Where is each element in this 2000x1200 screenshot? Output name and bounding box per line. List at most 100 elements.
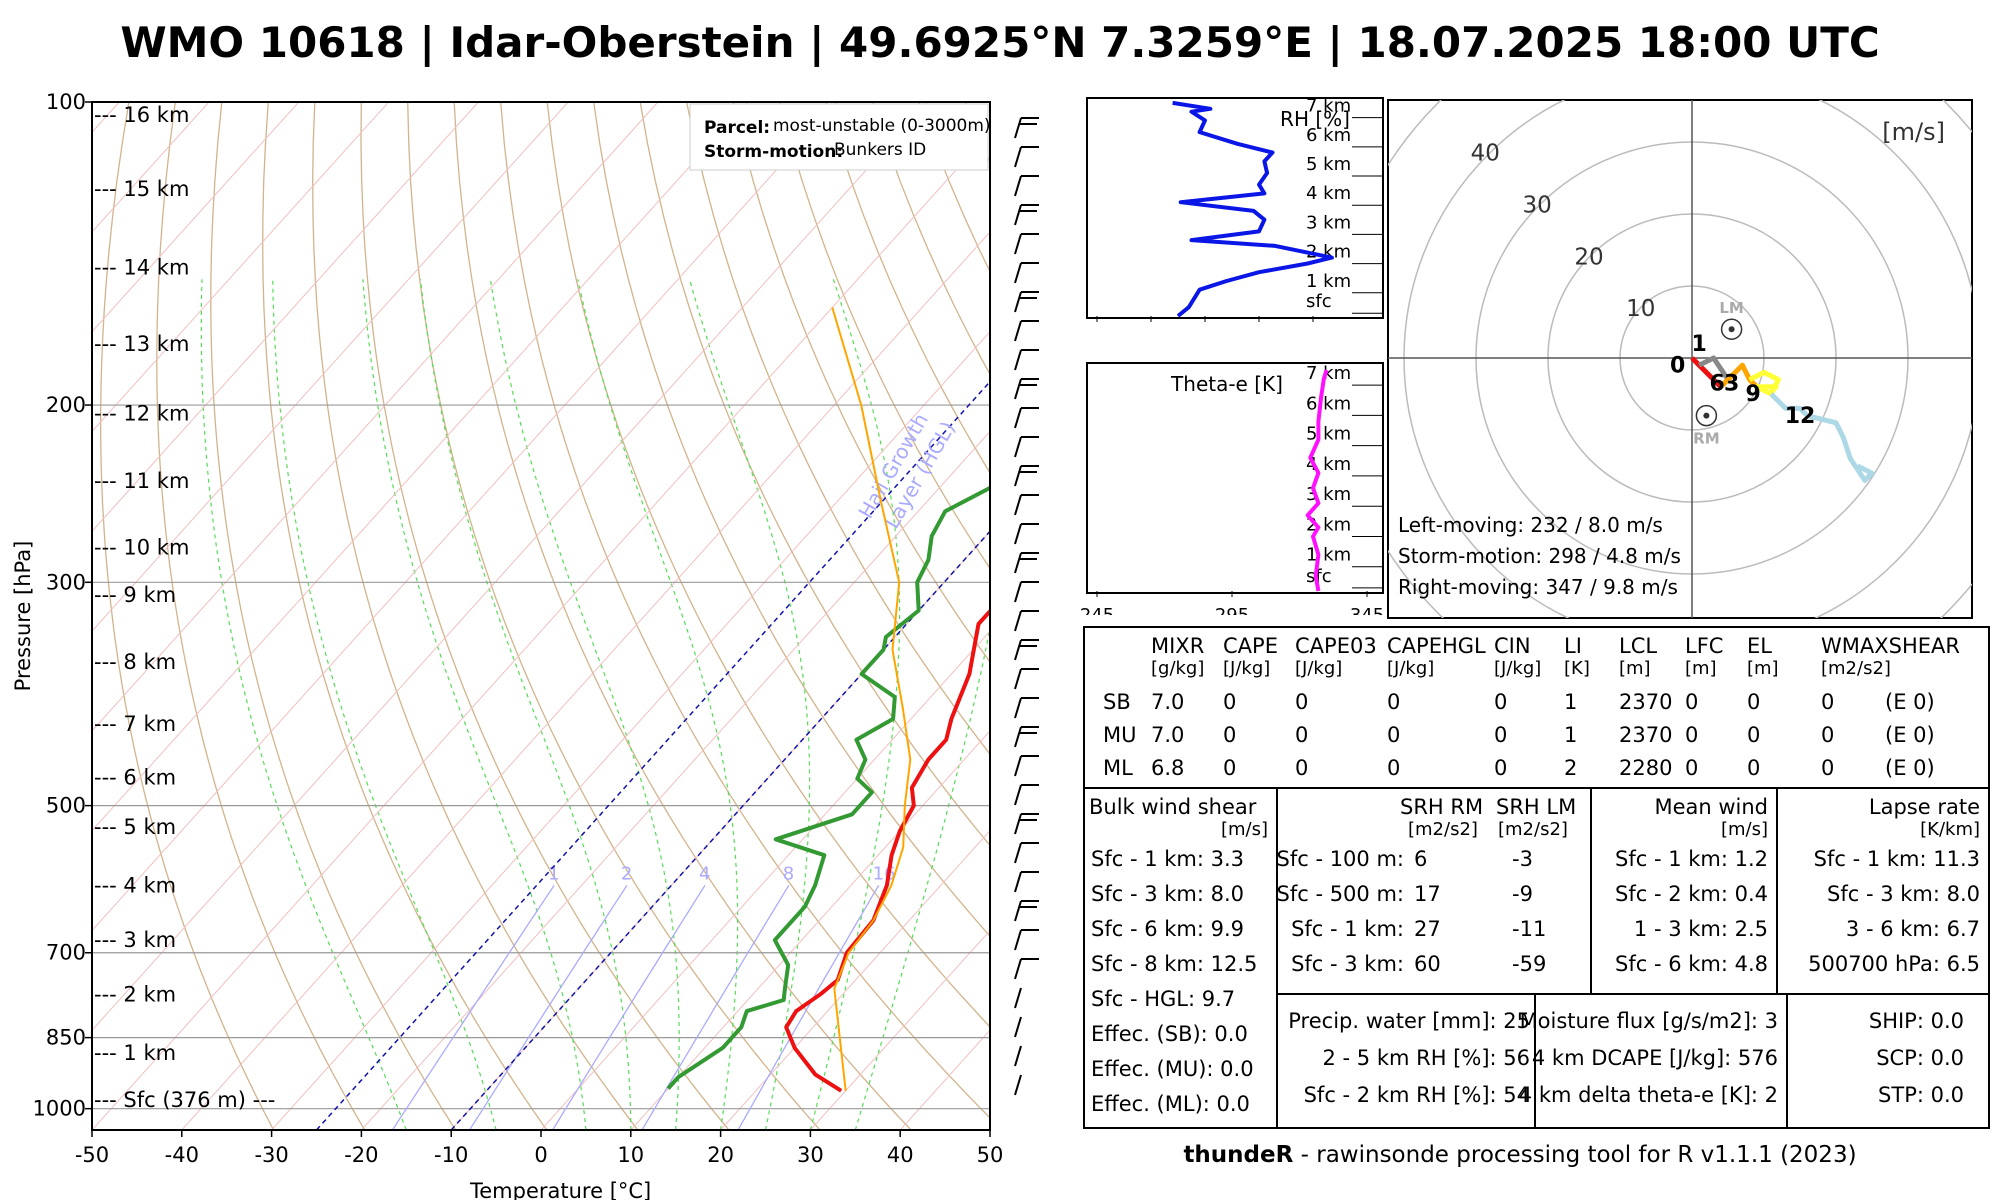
panel-height-label: 1 km: [1306, 271, 1351, 292]
y-tick-label: 100: [46, 90, 86, 114]
wind-barb: [1014, 320, 1022, 342]
wind-barb: [1014, 581, 1022, 603]
wind-barb: [1014, 668, 1022, 690]
height-label: --- 16 km: [94, 103, 189, 127]
table-header: CAPE: [1223, 634, 1278, 658]
height-label: --- 1 km: [94, 1041, 176, 1065]
x-axis-label: Temperature [°C]: [469, 1179, 651, 1200]
composite-row: STP: 0.0: [1878, 1083, 1964, 1107]
moisture-row: Sfc - 2 km RH [%]: 54: [1303, 1083, 1530, 1107]
table-header: MIXR: [1151, 634, 1205, 658]
wind-barb: [1014, 378, 1022, 400]
moist-adiabat: [689, 279, 811, 1130]
height-label: --- 14 km: [94, 255, 189, 279]
x-tick-label: 40: [887, 1143, 914, 1167]
isotherm: [899, 1029, 990, 1130]
wind-barb: [1014, 494, 1022, 516]
height-label: --- 6 km: [94, 766, 176, 790]
wind-barb: [1014, 1045, 1022, 1067]
mean-wind-title: Mean wind: [1654, 795, 1768, 819]
srh-row-label: Sfc - 500 m:: [1276, 882, 1405, 906]
table-cell: 0: [1295, 723, 1309, 747]
table-cell: 2370: [1619, 723, 1673, 747]
table-cell: (E 0): [1885, 723, 1935, 747]
mixing-ratio-line: [641, 884, 790, 1130]
mean-wind-row: 1 - 3 km: 2.5: [1633, 917, 1768, 941]
srh-rm-unit: [m2/s2]: [1408, 819, 1478, 840]
footer-text: - rawinsonde processing tool for R v1.1.…: [1293, 1142, 1857, 1168]
table-cell: 0: [1747, 756, 1761, 780]
mixing-ratio-line: [552, 884, 706, 1130]
flux-row: 4 km delta theta-e [K]: 2: [1518, 1083, 1778, 1107]
theta-e-title: Theta-e [K]: [1170, 372, 1283, 396]
page-title: WMO 10618 | Idar-Oberstein | 49.6925°N 7…: [120, 18, 1880, 67]
lapse-rate-title: Lapse rate: [1868, 795, 1980, 819]
wind-barb: [1014, 204, 1022, 226]
dry-adiabat: [593, 102, 990, 938]
panel-height-label: 5 km: [1306, 424, 1351, 445]
panel-height-label: 4 km: [1306, 183, 1351, 204]
wind-barb: [1014, 436, 1022, 458]
table-header: LI: [1564, 634, 1582, 658]
mixing-ratio-line: [391, 884, 555, 1130]
dry-adiabat: [99, 102, 275, 1130]
storm-motion-label: LM: [1719, 299, 1744, 317]
panel-height-label: 6 km: [1306, 393, 1351, 414]
height-label: --- 12 km: [94, 402, 189, 426]
isotherm: [540, 630, 990, 1130]
dry-adiabat: [685, 102, 990, 756]
height-label: --- 10 km: [94, 535, 189, 559]
dry-adiabat: [1012, 102, 1050, 1130]
composite-panel: SHIP: 0.0 SCP: 0.0 STP: 0.0: [1786, 993, 1990, 1129]
panel-height-label: sfc: [1306, 291, 1332, 312]
moist-adiabat: [200, 279, 407, 1130]
srh-lm-value: -3: [1512, 847, 1533, 871]
isotherm: [92, 102, 300, 333]
wind-barb: [1014, 755, 1022, 777]
dry-adiabat: [360, 102, 730, 1130]
storm-motion-label: Storm-motion: 298 / 4.8 m/s: [1398, 544, 1681, 568]
composite-row: SHIP: 0.0: [1868, 1009, 1964, 1033]
dry-adiabat: [210, 102, 457, 1130]
wind-barb: [1014, 842, 1022, 864]
wind-barb: [1014, 465, 1022, 487]
wind-barb: [1014, 407, 1022, 429]
table-header: CAPEHGL: [1387, 634, 1486, 658]
panel-x-label: 245: [1080, 605, 1114, 615]
height-marker: 6: [1710, 371, 1725, 396]
table-cell: 0: [1685, 756, 1699, 780]
srh-rm-value: 17: [1414, 882, 1441, 906]
x-tick-label: -30: [254, 1143, 288, 1167]
wind-barb: [1014, 726, 1022, 748]
table-unit: [J/kg]: [1387, 658, 1435, 679]
theta-e-profile-panel: Theta-e [K] 7 km6 km5 km4 km3 km2 km1 km…: [1080, 362, 1384, 615]
table-unit: [K]: [1564, 658, 1590, 679]
table-header: CIN: [1494, 634, 1531, 658]
table-cell: 0: [1494, 690, 1508, 714]
isotherm: [92, 102, 659, 732]
wind-barb: [1014, 639, 1022, 661]
table-cell: 0: [1821, 723, 1835, 747]
wind-barb: [1014, 900, 1022, 922]
bulk-shear-row: Effec. (SB): 0.0: [1091, 1022, 1248, 1046]
table-cell: 0: [1685, 723, 1699, 747]
hodograph-trace: [1748, 369, 1781, 397]
x-tick-label: 50: [977, 1143, 1004, 1167]
lapse-rate-row: Sfc - 3 km: 8.0: [1827, 882, 1980, 906]
left-moving-label: Left-moving: 232 / 8.0 m/s: [1398, 513, 1663, 537]
x-tick-label: 30: [797, 1143, 824, 1167]
table-header: CAPE03: [1295, 634, 1377, 658]
lapse-rate-panel: Lapse rate [K/km] Sfc - 1 km: 11.3 Sfc - …: [1776, 787, 1990, 995]
height-label: --- 11 km: [94, 469, 189, 493]
isotherm: [92, 131, 990, 1130]
srh-rm-title: SRH RM: [1400, 795, 1484, 819]
panel-height-label: 2 km: [1306, 242, 1351, 263]
wind-barb: [1014, 1016, 1022, 1038]
table-cell: 7.0: [1151, 690, 1185, 714]
bulk-shear-row: Effec. (MU): 0.0: [1091, 1057, 1254, 1081]
ring-label: 40: [1471, 141, 1500, 167]
height-marker: 1: [1692, 332, 1707, 357]
panel-x-label: 295: [1215, 605, 1249, 615]
height-label: --- 13 km: [94, 332, 189, 356]
